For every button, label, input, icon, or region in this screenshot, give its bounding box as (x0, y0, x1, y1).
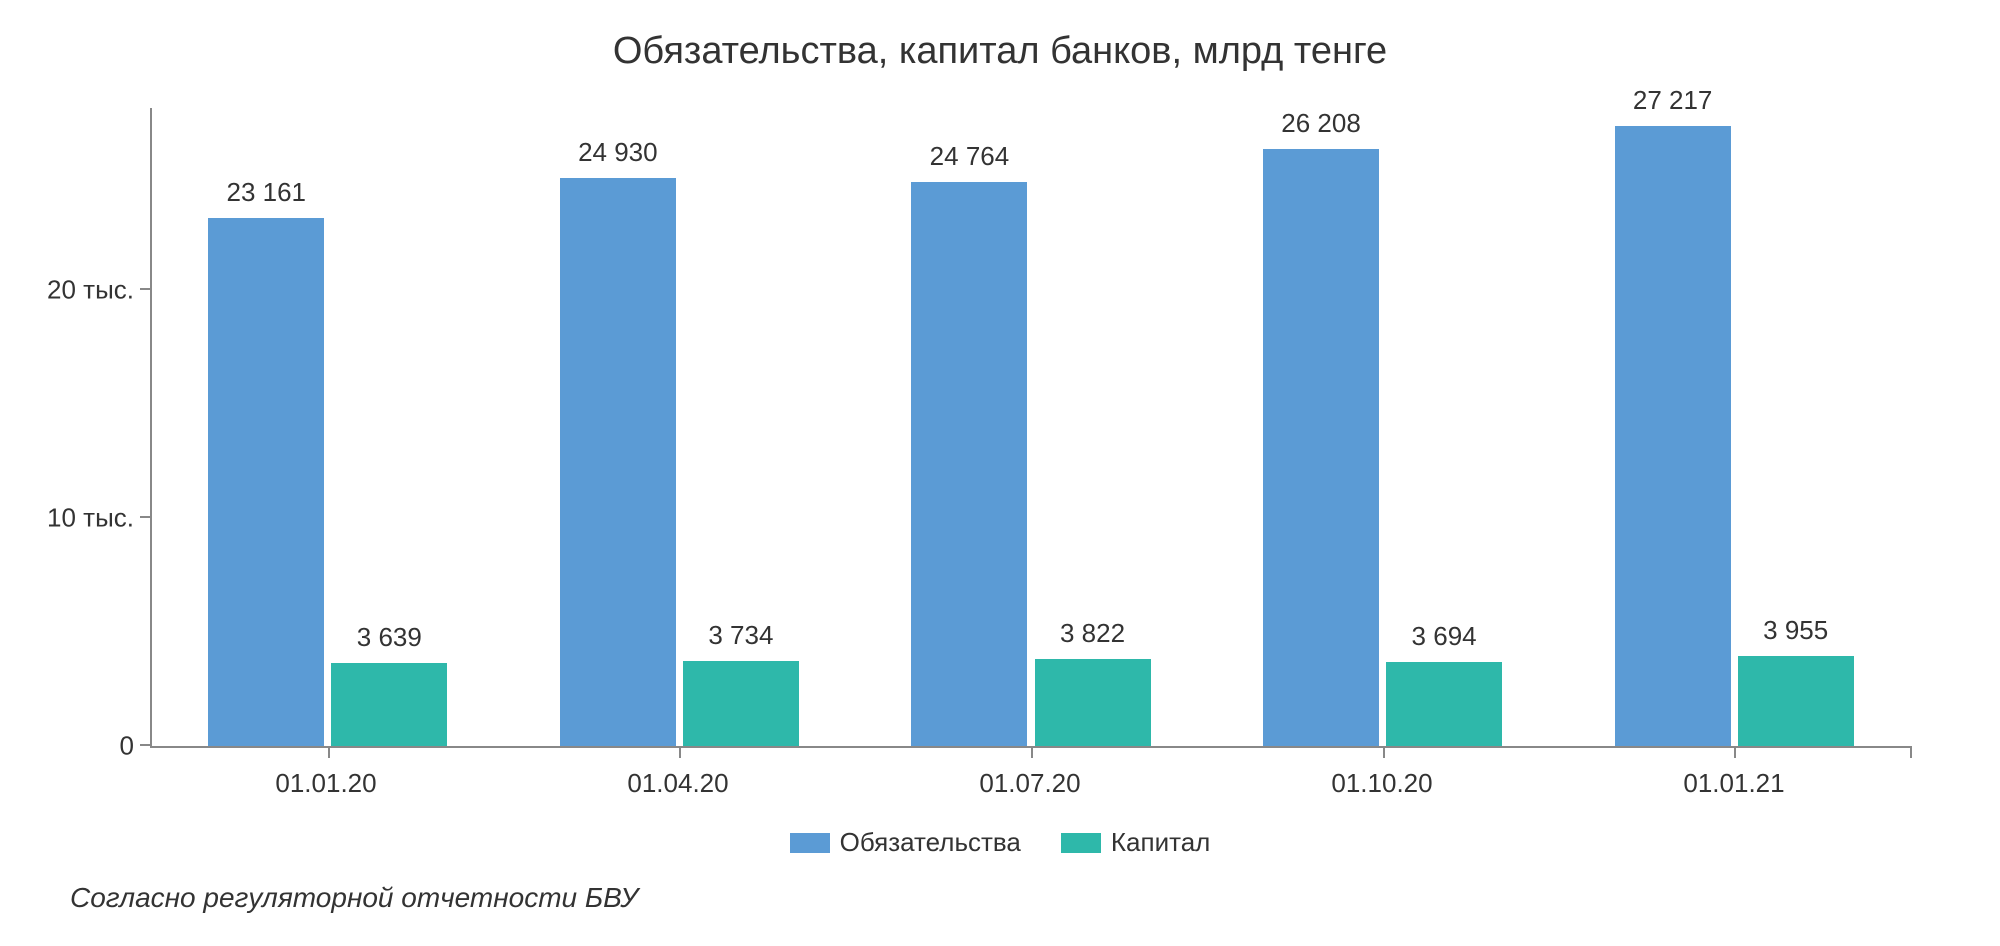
bar-value-label: 23 161 (226, 177, 306, 218)
bar: 3 734 (683, 661, 799, 746)
legend-swatch (790, 833, 830, 853)
bar-group: 27 2173 955 (1558, 108, 1910, 746)
chart-title: Обязательства, капитал банков, млрд тенг… (60, 30, 1940, 73)
bar: 27 217 (1615, 126, 1731, 746)
x-axis-tick (1031, 746, 1033, 758)
bar: 3 639 (331, 663, 447, 746)
bar: 23 161 (208, 218, 324, 746)
bar-value-label: 3 955 (1763, 615, 1828, 656)
chart-footnote: Согласно регуляторной отчетности БВУ (70, 882, 1940, 914)
x-axis-tick (1734, 746, 1736, 758)
x-axis-label: 01.01.20 (150, 768, 502, 799)
bar-group: 23 1613 639 (152, 108, 504, 746)
x-axis-tick (328, 746, 330, 758)
bar-value-label: 24 930 (578, 137, 658, 178)
x-axis-label: 01.07.20 (854, 768, 1206, 799)
y-axis-label: 10 тыс. (47, 503, 152, 534)
x-axis-labels: 01.01.2001.04.2001.07.2001.10.2001.01.21 (150, 768, 1910, 799)
x-axis-tick (1910, 746, 1912, 758)
y-axis-label: 20 тыс. (47, 275, 152, 306)
bar-group: 24 9303 734 (504, 108, 856, 746)
bar: 3 694 (1386, 662, 1502, 746)
chart-container: Обязательства, капитал банков, млрд тенг… (0, 0, 2000, 946)
legend-label: Капитал (1111, 827, 1210, 858)
legend-swatch (1061, 833, 1101, 853)
bar: 3 955 (1738, 656, 1854, 746)
bar-value-label: 3 734 (708, 620, 773, 661)
y-axis-label: 0 (120, 731, 152, 762)
bar: 3 822 (1035, 659, 1151, 746)
bar-value-label: 26 208 (1281, 108, 1361, 149)
legend-item: Капитал (1061, 827, 1210, 858)
plot-area: 23 1613 63924 9303 73424 7643 82226 2083… (150, 108, 1910, 748)
bar: 26 208 (1263, 149, 1379, 746)
bar-value-label: 3 694 (1412, 621, 1477, 662)
bar: 24 764 (911, 182, 1027, 746)
bar-group: 26 2083 694 (1207, 108, 1559, 746)
bar-value-label: 24 764 (930, 141, 1010, 182)
bar: 24 930 (560, 178, 676, 746)
bar-group: 24 7643 822 (855, 108, 1207, 746)
legend: Обязательства Капитал (60, 827, 1940, 858)
x-axis-label: 01.04.20 (502, 768, 854, 799)
legend-item: Обязательства (790, 827, 1021, 858)
bar-value-label: 27 217 (1633, 85, 1713, 126)
x-axis-label: 01.01.21 (1558, 768, 1910, 799)
x-axis-tick (679, 746, 681, 758)
bar-value-label: 3 822 (1060, 618, 1125, 659)
x-axis-tick (1383, 746, 1385, 758)
legend-label: Обязательства (840, 827, 1021, 858)
bar-value-label: 3 639 (357, 622, 422, 663)
x-axis-label: 01.10.20 (1206, 768, 1558, 799)
bars-row: 23 1613 63924 9303 73424 7643 82226 2083… (152, 108, 1910, 746)
